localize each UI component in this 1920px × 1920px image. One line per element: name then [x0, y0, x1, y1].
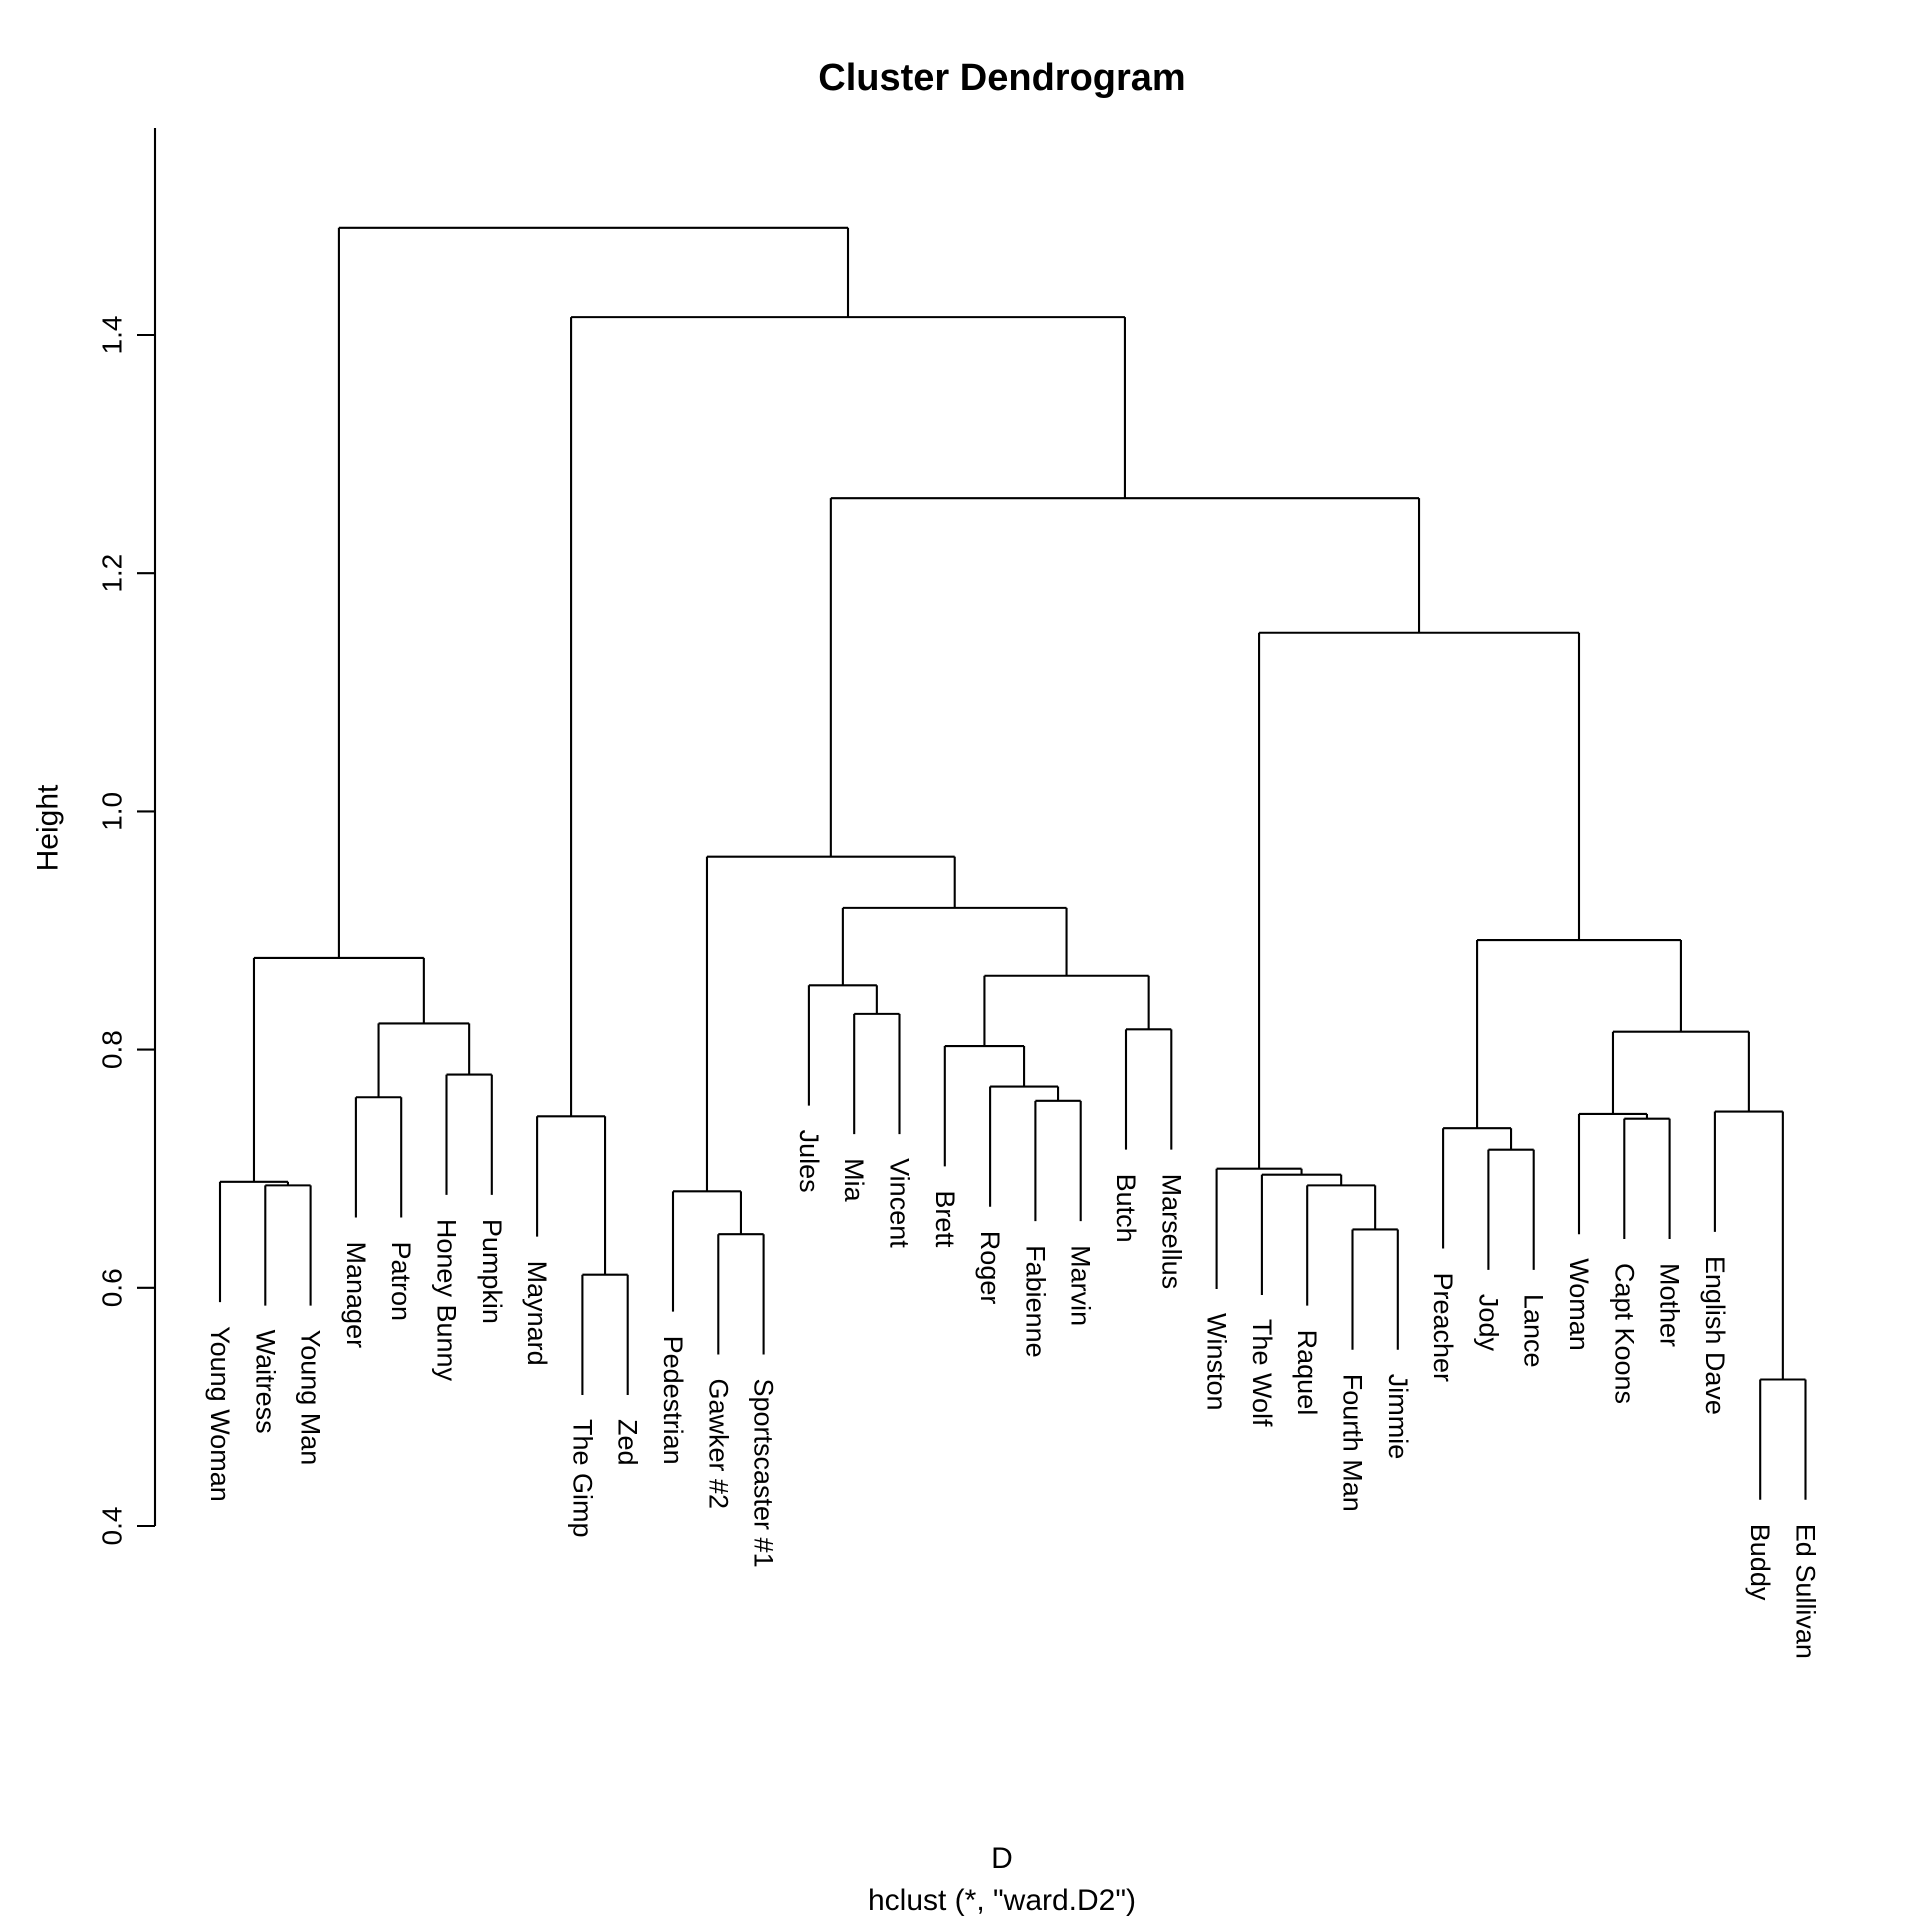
- y-axis-tick-label: 1.0: [97, 792, 128, 831]
- leaf-label: Roger: [975, 1231, 1005, 1305]
- y-axis-tick-label: 1.2: [97, 554, 128, 593]
- x-axis-caption: D: [991, 1842, 1013, 1875]
- leaf-label: Pedestrian: [658, 1336, 688, 1465]
- leaf-label: Sportscaster #1: [749, 1378, 779, 1567]
- leaf-label: Manager: [341, 1242, 371, 1349]
- leaf-label: The Gimp: [567, 1419, 597, 1538]
- leaf-label: Brett: [930, 1190, 960, 1248]
- leaf-label: Marsellus: [1156, 1174, 1186, 1290]
- leaf-label: English Dave: [1700, 1256, 1730, 1415]
- leaf-label: Lance: [1519, 1294, 1549, 1368]
- leaf-label: Jules: [794, 1130, 824, 1193]
- y-axis: 1.4 1.2 1.0 0.8 0.6 0.4 Height: [32, 128, 157, 1546]
- y-axis-tick-label: 1.4: [97, 316, 128, 355]
- leaf-label: Mia: [839, 1158, 869, 1202]
- dendrogram-tree: Young Woman Waitress Young Man Manager Patro…: [205, 226, 1821, 1659]
- leaf-label: Fourth Man: [1338, 1374, 1368, 1512]
- leaf-label: Winston: [1202, 1313, 1232, 1411]
- leaf-label: Zed: [613, 1419, 643, 1466]
- leaf-label: Raquel: [1292, 1330, 1322, 1416]
- leaf-label: Marvin: [1066, 1245, 1096, 1326]
- leaf-label: Preacher: [1428, 1272, 1458, 1382]
- leaf-label: Waitress: [250, 1330, 280, 1434]
- leaf-label: Mother: [1655, 1263, 1685, 1347]
- leaf-label: Jody: [1473, 1294, 1503, 1352]
- leaf-label: Patron: [386, 1242, 416, 1322]
- leaf-label: Jimmie: [1383, 1374, 1413, 1460]
- leaf-label: Gawker #2: [703, 1378, 733, 1509]
- leaf-label: Capt Koons: [1609, 1263, 1639, 1404]
- y-axis-tick-label: 0.4: [97, 1507, 128, 1546]
- chart-title: Cluster Dendrogram: [818, 57, 1185, 99]
- leaf-label: Vincent: [885, 1158, 915, 1248]
- leaf-label: The Wolf: [1247, 1319, 1277, 1427]
- leaf-label: Ed Sullivan: [1791, 1524, 1821, 1659]
- leaf-label: Young Woman: [205, 1326, 235, 1502]
- leaf-label: Butch: [1111, 1174, 1141, 1243]
- y-axis-label: Height: [32, 784, 65, 871]
- leaf-label: Honey Bunny: [432, 1219, 462, 1382]
- leaf-label: Young Man: [296, 1330, 326, 1466]
- leaf-label: Pumpkin: [477, 1219, 507, 1324]
- leaf-label: Buddy: [1745, 1524, 1775, 1601]
- leaf-label: Fabienne: [1020, 1245, 1050, 1358]
- leaf-label: Woman: [1564, 1258, 1594, 1351]
- method-caption: hclust (*, "ward.D2"): [868, 1884, 1136, 1917]
- y-axis-tick-label: 0.6: [97, 1268, 128, 1307]
- leaf-label: Maynard: [522, 1261, 552, 1366]
- y-axis-tick-label: 0.8: [97, 1030, 128, 1069]
